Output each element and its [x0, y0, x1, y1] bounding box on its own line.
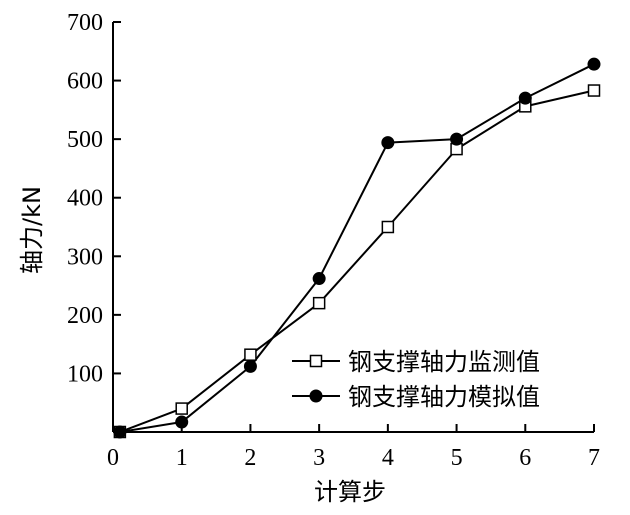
x-tick-label: 2 [244, 445, 256, 471]
y-axis-label: 轴力/kN [18, 186, 46, 274]
y-tick-label: 600 [67, 69, 103, 95]
simulated-point [312, 272, 326, 286]
x-tick-label: 6 [519, 445, 531, 471]
simulated-point [175, 415, 189, 429]
legend-label: 钢支撑轴力模拟值 [348, 383, 540, 411]
series-measured-line [119, 89, 595, 433]
y-tick-label: 400 [67, 186, 103, 212]
measured-point [312, 296, 326, 310]
simulated-point [518, 91, 532, 105]
x-tick-label: 5 [451, 445, 463, 471]
measured-point [175, 402, 188, 415]
simulated-point [243, 359, 257, 373]
simulated-point [113, 425, 127, 439]
axes [112, 21, 595, 433]
y-tick-label: 700 [67, 10, 103, 36]
tick-labels: 100 200 300 400 500 600 700 0 1 2 3 4 5 6 7 [67, 10, 600, 471]
x-tick-label: 7 [588, 445, 600, 471]
x-tick-label: 0 [107, 445, 119, 471]
simulated-point [587, 57, 601, 71]
x-tick-label: 1 [176, 445, 188, 471]
legend-marker [309, 354, 323, 368]
series-layer [113, 57, 601, 439]
y-tick-label: 500 [67, 127, 103, 153]
measured-point [587, 84, 601, 97]
series-simulated-line [119, 63, 595, 433]
x-tick-label: 4 [382, 445, 394, 471]
y-tick-label: 200 [67, 303, 103, 329]
measured-point [244, 348, 257, 361]
y-tick-label: 100 [67, 361, 103, 387]
simulated-point [381, 136, 395, 150]
measured-point [381, 220, 395, 234]
legend-label: 钢支撑轴力监测值 [348, 348, 540, 376]
x-axis-label: 计算步 [314, 478, 386, 506]
legend-marker [309, 389, 323, 403]
simulated-point [450, 132, 464, 146]
x-tick-label: 3 [313, 445, 325, 471]
y-tick-label: 300 [67, 244, 103, 270]
